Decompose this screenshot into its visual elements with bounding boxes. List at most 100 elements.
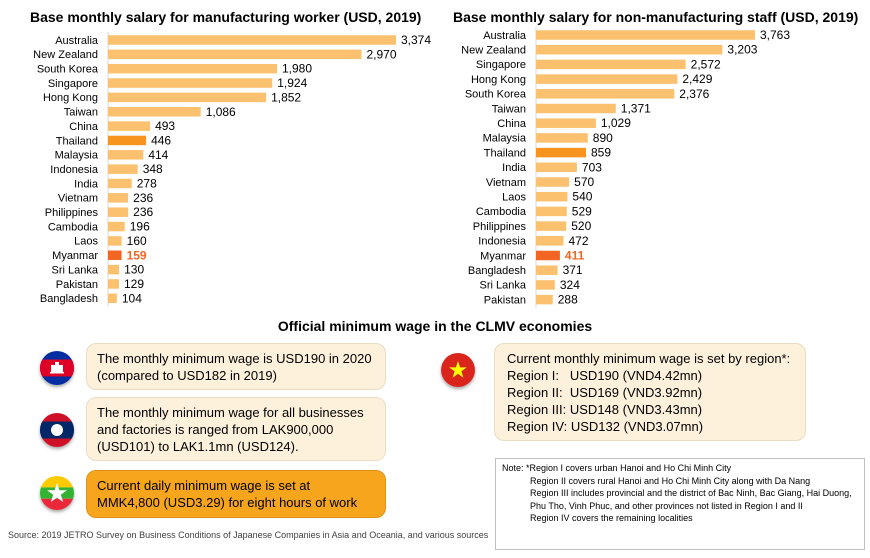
value-label: 1,029 [601, 116, 631, 130]
value-label: 414 [148, 148, 168, 162]
bar-sri-lanka [536, 280, 555, 290]
value-label: 570 [574, 175, 594, 189]
value-label: 703 [582, 160, 602, 174]
category-label: Laos [74, 236, 98, 248]
bar-laos [108, 236, 122, 246]
bar-india [108, 178, 132, 189]
value-label: 371 [563, 263, 583, 277]
category-label: Taiwan [64, 107, 98, 119]
bar-india [536, 162, 577, 173]
value-label: 529 [572, 204, 592, 218]
value-label: 1,371 [621, 102, 651, 116]
non-manufacturing-chart: Australia 3,763 New Zealand 3,203 Singapore 2… [461, 27, 790, 308]
category-label: New Zealand [461, 45, 526, 57]
category-label: Pakistan [484, 294, 526, 306]
category-label: Vietnam [58, 193, 98, 205]
value-label: 2,429 [682, 72, 712, 86]
salary-charts: Australia 3,374 New Zealand 2,970 South Kore… [33, 27, 790, 308]
note-line-region-3: Region III includes provincial and the d… [530, 488, 852, 511]
category-label: Bangladesh [468, 265, 526, 277]
bar-indonesia [108, 164, 138, 174]
value-label: 278 [137, 177, 157, 191]
bar-myanmar [108, 250, 122, 260]
value-label: 890 [593, 131, 613, 145]
bar-taiwan [536, 103, 616, 114]
value-label: 2,572 [691, 57, 721, 71]
laos-flag-icon [40, 413, 74, 447]
category-label: Sri Lanka [480, 280, 527, 292]
bar-laos [536, 191, 568, 202]
category-label: Sri Lanka [52, 264, 99, 276]
value-label: 129 [124, 277, 144, 291]
chart-title-manufacturing: Base monthly salary for manufacturing wo… [30, 9, 422, 25]
bar-china [108, 121, 151, 131]
category-label: China [69, 121, 99, 133]
cambodia-wage-text: The monthly minimum wage is USD190 in 20… [97, 351, 372, 383]
category-label: Philippines [45, 207, 99, 219]
laos-wage-box: The monthly minimum wage for all busines… [86, 397, 386, 461]
bar-sri-lanka [108, 264, 120, 275]
value-label: 1,852 [271, 90, 301, 104]
value-label: 540 [572, 190, 592, 204]
note-line-region-2: Region II covers rural Hanoi and Ho Chi … [530, 475, 811, 486]
value-label: 493 [155, 119, 175, 133]
category-label: Singapore [476, 59, 526, 71]
value-label: 196 [130, 220, 150, 234]
value-label: 3,203 [727, 43, 757, 57]
category-label: Indonesia [50, 164, 99, 176]
bar-pakistan [536, 294, 553, 305]
laos-wage-text: The monthly minimum wage for all busines… [97, 405, 364, 454]
bar-malaysia [108, 150, 144, 160]
category-label: Malaysia [55, 150, 99, 162]
value-label: 159 [127, 248, 147, 262]
category-label: Cambodia [476, 206, 527, 218]
value-label: 472 [568, 234, 588, 248]
category-label: Indonesia [478, 236, 527, 248]
value-label: 348 [143, 162, 163, 176]
category-label: Australia [55, 35, 99, 47]
category-label: Vietnam [486, 177, 526, 189]
value-label: 411 [565, 249, 585, 263]
vietnam-region-1: Region I: USD190 (VND4.42mn) [507, 368, 703, 383]
myanmar-wage-box: Current daily minimum wage is set at MMK… [86, 470, 386, 518]
category-label: India [74, 178, 99, 190]
note-first-line: Note: *Region I covers urban Hanoi and H… [502, 463, 732, 473]
bar-australia [108, 35, 396, 45]
value-label: 130 [124, 263, 144, 277]
bar-hong-kong [108, 92, 267, 103]
note-line-region-4: Region IV covers the remaining localitie… [530, 513, 693, 523]
category-label: Hong Kong [43, 92, 98, 104]
bar-vietnam [108, 193, 129, 203]
bar-philippines [536, 221, 567, 231]
cambodia-wage-box: The monthly minimum wage is USD190 in 20… [86, 343, 386, 390]
bar-myanmar [536, 250, 560, 261]
category-label: Philippines [473, 221, 527, 233]
value-label: 288 [558, 293, 578, 307]
myanmar-flag-icon [40, 476, 74, 510]
category-label: Singapore [48, 78, 98, 90]
value-label: 520 [571, 219, 591, 233]
bar-thailand [108, 135, 147, 146]
bar-thailand [536, 147, 586, 158]
manufacturing-chart: Australia 3,374 New Zealand 2,970 South Kore… [33, 32, 431, 307]
bar-vietnam [536, 177, 570, 187]
category-label: South Korea [465, 89, 527, 101]
category-label: Laos [502, 192, 526, 204]
bar-indonesia [536, 236, 564, 246]
bar-new-zealand [536, 44, 723, 55]
category-label: Australia [483, 30, 527, 42]
bar-philippines [108, 207, 129, 217]
vietnam-region-note: Note: *Region I covers urban Hanoi and H… [495, 458, 865, 550]
category-label: Taiwan [492, 103, 526, 115]
vietnam-region-2: Region II: USD169 (VND3.92mn) [507, 385, 703, 400]
category-label: Myanmar [52, 250, 98, 262]
category-label: South Korea [37, 64, 99, 76]
value-label: 104 [122, 291, 142, 305]
bar-new-zealand [108, 49, 362, 60]
vietnam-region-4: Region IV: USD132 (VND3.07mn) [507, 419, 704, 434]
category-label: New Zealand [33, 49, 98, 61]
bar-cambodia [536, 206, 567, 217]
category-label: Myanmar [480, 250, 526, 262]
bar-south-korea [536, 89, 675, 99]
value-label: 2,376 [679, 87, 709, 101]
